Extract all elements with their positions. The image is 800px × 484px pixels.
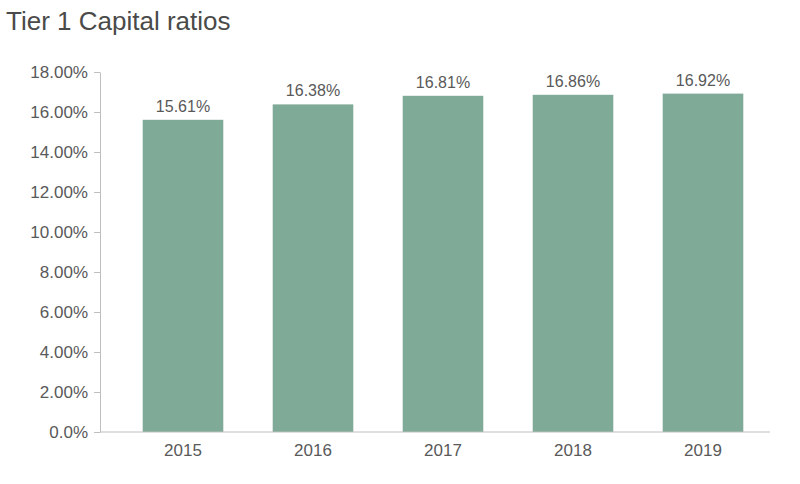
y-tick-label: 18.00% — [30, 63, 88, 82]
y-tick-mark — [94, 312, 100, 313]
data-labels: 15.61% 16.38% 16.81% 16.86% 16.92% — [156, 72, 730, 115]
y-tick: 6.00% — [40, 303, 100, 322]
y-tick-label: 6.00% — [40, 303, 88, 322]
x-tick-label: 2017 — [424, 441, 462, 460]
y-tick-label: 2.00% — [40, 383, 88, 402]
title: Tier 1 Capital ratios — [6, 6, 230, 36]
y-tick-label: 8.00% — [40, 263, 88, 282]
y-tick-mark — [94, 272, 100, 273]
chart: Tier 1 Capital ratios 0.0% 2.00% 4.00% 6.00%… — [0, 0, 800, 484]
bar — [143, 120, 224, 432]
y-tick-mark — [94, 112, 100, 113]
y-tick: 16.00% — [30, 103, 100, 122]
bar — [273, 104, 354, 432]
x-tick: 2017 — [424, 432, 462, 460]
x-tick-label: 2015 — [164, 441, 202, 460]
y-tick: 4.00% — [40, 343, 100, 362]
y-axis-line — [100, 73, 101, 433]
x-tick-label: 2018 — [554, 441, 592, 460]
x-tick: 2016 — [294, 432, 332, 460]
bar — [403, 96, 484, 432]
x-tick-label: 2019 — [684, 441, 722, 460]
data-label: 16.81% — [416, 74, 470, 91]
x-axis-line — [100, 432, 770, 433]
y-tick: 10.00% — [30, 223, 100, 242]
y-tick-mark — [94, 152, 100, 153]
x-axis: 2015 2016 2017 2018 2019 — [100, 432, 770, 460]
data-label: 16.86% — [546, 73, 600, 90]
y-tick-mark — [94, 352, 100, 353]
data-label: 15.61% — [156, 98, 210, 115]
y-tick-label: 0.0% — [49, 423, 88, 442]
y-tick-label: 14.00% — [30, 143, 88, 162]
y-tick: 12.00% — [30, 183, 100, 202]
x-tick: 2018 — [554, 432, 592, 460]
data-label: 16.92% — [676, 72, 730, 89]
x-tick: 2015 — [164, 432, 202, 460]
y-tick: 0.0% — [49, 423, 100, 442]
y-tick-mark — [94, 432, 100, 433]
y-tick-mark — [94, 192, 100, 193]
y-tick-mark — [94, 72, 100, 73]
y-tick: 18.00% — [30, 63, 100, 82]
y-tick: 8.00% — [40, 263, 100, 282]
y-axis: 0.0% 2.00% 4.00% 6.00% 8.00% 10.00% 12.00% 14.0… — [30, 63, 100, 442]
y-tick-label: 4.00% — [40, 343, 88, 362]
data-label: 16.38% — [286, 82, 340, 99]
y-tick-mark — [94, 392, 100, 393]
bars — [143, 94, 744, 432]
bar — [663, 94, 744, 432]
y-tick: 14.00% — [30, 143, 100, 162]
y-tick: 2.00% — [40, 383, 100, 402]
bar — [533, 95, 614, 432]
x-tick-label: 2016 — [294, 441, 332, 460]
y-tick-mark — [94, 232, 100, 233]
y-tick-label: 16.00% — [30, 103, 88, 122]
x-tick: 2019 — [684, 432, 722, 460]
y-tick-label: 12.00% — [30, 183, 88, 202]
y-tick-label: 10.00% — [30, 223, 88, 242]
